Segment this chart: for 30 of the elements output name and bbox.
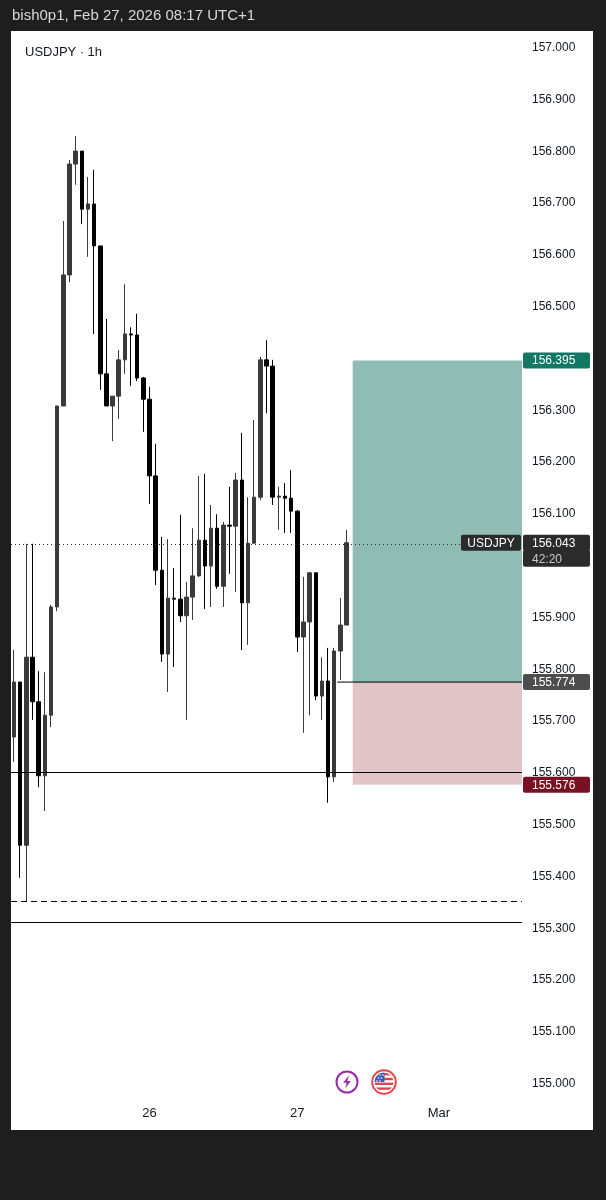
x-tick-label: Mar [427, 1105, 451, 1120]
y-tick-label: 155.900 [532, 609, 576, 624]
y-tick-label: 157.000 [532, 40, 576, 54]
y-tick-label: 156.700 [532, 195, 576, 210]
x-tick-label: 26 [142, 1105, 157, 1120]
y-tick-label: 155.800 [532, 661, 576, 676]
y-tick-label: 155.600 [532, 765, 576, 780]
y-tick-label: 155.000 [532, 1076, 576, 1090]
y-tick-label: 155.500 [532, 817, 576, 831]
y-tick-label: 155.200 [532, 972, 576, 987]
y-tick-label: 155.400 [532, 868, 576, 883]
y-tick-label: 156.200 [532, 454, 576, 469]
text: bish0p1, Feb 27, 2026 08:17 UTC+1 [12, 6, 256, 24]
chart-title: USDJPY · 1h [25, 44, 103, 59]
y-tick-label: 155.100 [532, 1024, 576, 1039]
band-label: 156.395 [532, 353, 576, 368]
y-tick-label: 156.900 [532, 91, 576, 106]
y-tick-label: 156.800 [532, 143, 576, 158]
ref-line-label: 155.774 [532, 675, 576, 690]
ref-line-label: 156.043 [532, 535, 576, 550]
x-tick-label: 27 [290, 1105, 305, 1120]
y-tick-label: 156.100 [532, 506, 576, 521]
y-tick-label: 155.700 [532, 713, 576, 728]
y-tick-label: 156.500 [532, 299, 576, 313]
text: 42:20 [532, 551, 563, 566]
band-label: 155.576 [532, 777, 576, 792]
y-tick-label: 156.600 [532, 247, 576, 262]
y-tick-label: 155.300 [532, 920, 576, 935]
y-tick-label: 156.300 [532, 402, 576, 417]
text: USDJPY [467, 535, 515, 550]
